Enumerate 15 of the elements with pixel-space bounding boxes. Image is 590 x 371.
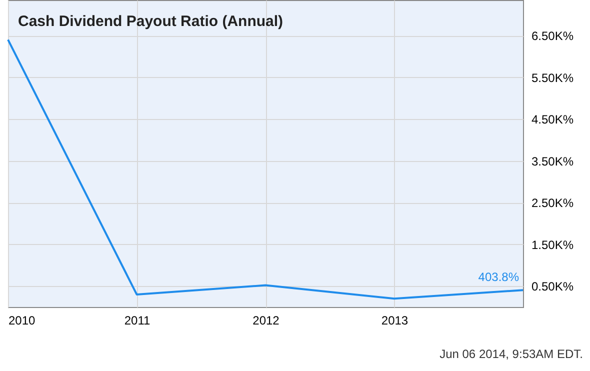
y-tick-label: 1.50K% (532, 238, 574, 252)
x-tick-label: 2010 (8, 314, 36, 328)
y-tick-label: 0.50K% (532, 280, 574, 294)
y-tick-label: 6.50K% (532, 29, 574, 44)
line-series (7, 38, 524, 300)
data-label: 403.8% (478, 270, 520, 284)
x-tick-label: 2011 (124, 314, 150, 328)
text: Jun 06 2014, 9:53AM EDT. (440, 347, 583, 361)
y-tick-label: 3.50K% (532, 154, 574, 168)
x-tick-label: 2013 (381, 314, 408, 328)
x-tick-label: 2012 (252, 314, 280, 328)
y-tick-label: 4.50K% (532, 112, 574, 127)
y-tick-label: 2.50K% (532, 196, 574, 210)
y-tick-label: 5.50K% (532, 70, 574, 85)
text: Cash Dividend Payout Ratio (Annual) (18, 13, 284, 30)
